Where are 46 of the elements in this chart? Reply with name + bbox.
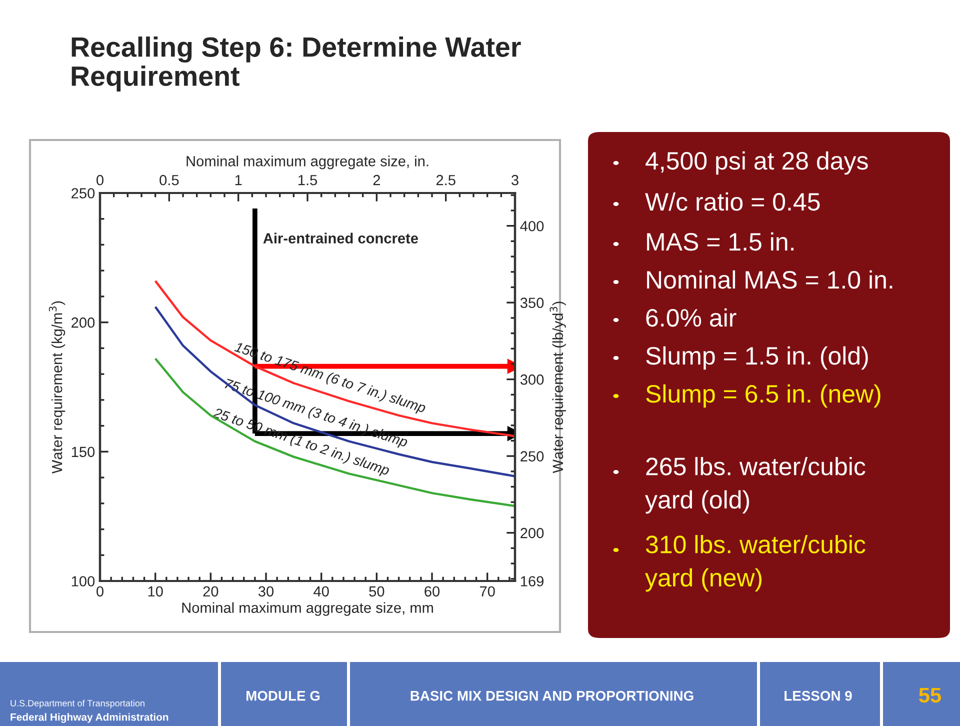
text: 6.0% air: [646, 308, 736, 327]
text: W/c ratio = 0.45: [645, 192, 820, 211]
x2-tick-label: 2.5: [436, 174, 456, 186]
x-tick-label: 50: [369, 586, 384, 597]
y2-tick-label: 169: [520, 576, 544, 586]
y-tick-label: 200: [72, 317, 95, 328]
text: 55: [919, 688, 942, 703]
text: LESSON 9: [784, 690, 852, 701]
x-tick-label: 70: [480, 586, 495, 597]
y2-axis-title: Water requirement (lb/yd$^{3}$): [550, 302, 566, 474]
x-axis-title: Nominal maximum aggregate size, mm: [182, 602, 433, 616]
x2-tick-label: 0: [96, 174, 104, 186]
text: 310 lbs. water/cubic yard (new): [645, 535, 866, 592]
text: MODULE G: [246, 690, 320, 701]
x-tick-label: 40: [314, 586, 329, 597]
x-tick-label: 10: [148, 586, 163, 597]
text: U.S.Department of Transportation: [10, 700, 144, 708]
y2-tick-label: 250: [520, 451, 544, 462]
y-tick-label: 150: [72, 446, 95, 458]
x-tick-label: 30: [258, 586, 274, 597]
y-tick-label: 100: [72, 576, 95, 586]
x-tick-label: 20: [203, 586, 218, 597]
text: MAS = 1.5 in.: [647, 232, 794, 251]
text: Slump = 1.5 in. (old): [646, 346, 868, 370]
x2-tick-label: 3: [512, 174, 518, 186]
y2-tick-label: 300: [520, 374, 544, 385]
y-tick-label: 250: [72, 188, 95, 198]
y-axis-title: Water requirement (kg/m$^{3}$): [48, 301, 66, 474]
y2-tick-label: 200: [520, 528, 544, 538]
text: Slump = 6.5 in. (new): [646, 384, 880, 408]
x2-tick-label: 1: [235, 175, 242, 186]
x-tick-label: 0: [96, 586, 104, 597]
x2-tick-label: 1.5: [298, 175, 318, 186]
x2-tick-label: 0.5: [160, 174, 179, 186]
text: Nominal MAS = 1.0 in.: [647, 270, 892, 289]
annotation: Air-entrained concrete: [263, 232, 418, 244]
y2-tick-label: 400: [520, 220, 544, 232]
text: Federal Highway Administration: [10, 713, 168, 723]
y2-tick-label: 350: [520, 298, 544, 308]
text: BASIC MIX DESIGN AND PROPORTIONING: [410, 690, 694, 701]
x2-axis-title: Nominal maximum aggregate size, in.: [186, 156, 428, 170]
chart-title: Recalling Step 6: Determine Water Requirement: [72, 36, 521, 92]
x-tick-label: 60: [424, 586, 440, 597]
text: 4,500 psi at 28 days: [646, 151, 868, 175]
x2-tick-label: 2: [373, 174, 380, 186]
text: 265 lbs. water/cubic yard (old): [645, 457, 866, 514]
